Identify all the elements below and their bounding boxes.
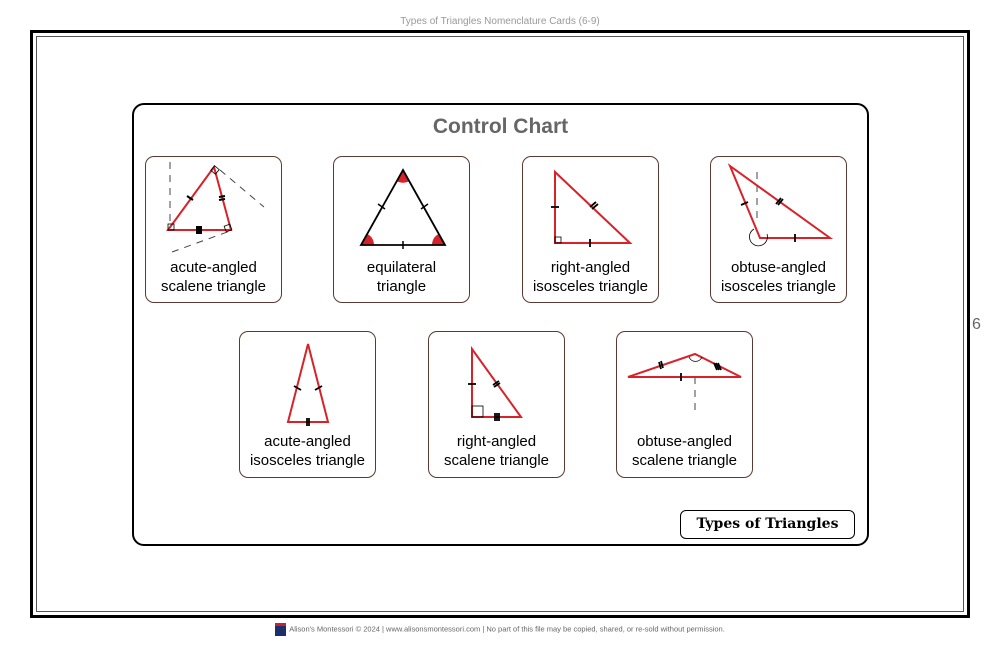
card-right-scalene: right-angled scalene triangle — [428, 331, 565, 478]
equilateral-triangle-icon — [359, 168, 447, 249]
card-label-line2: scalene triangle — [631, 452, 738, 469]
card-right-isosceles: right-angled isosceles triangle — [522, 156, 659, 303]
control-chart-panel: Control Chart acute-angled scalene triang… — [132, 103, 869, 546]
outer-frame — [30, 30, 970, 618]
footer-text: Alison's Montessori © 2024 | www.alisons… — [289, 624, 725, 634]
card-label-line1: obtuse-angled — [636, 433, 733, 450]
card-acute-isosceles: acute-angled isosceles triangle — [239, 331, 376, 478]
right-isosceles-triangle-icon — [551, 169, 633, 247]
card-obtuse-isosceles: obtuse-angled isosceles triangle — [710, 156, 847, 303]
types-of-triangles-tag: Types of Triangles — [680, 510, 855, 539]
panel-title: Control Chart — [432, 115, 569, 138]
card-label-line2: isosceles triangle — [720, 278, 837, 295]
card-label-line1: right-angled — [550, 259, 631, 276]
footer: Alison's Montessori © 2024 | www.alisons… — [0, 623, 1000, 636]
obtuse-scalene-triangle-icon — [627, 352, 742, 414]
card-label-line1: acute-angled — [264, 433, 351, 450]
card-label-line1: acute-angled — [170, 259, 257, 276]
card-equilateral: equilateral triangle — [333, 156, 470, 303]
page-header: Types of Triangles Nomenclature Cards (6… — [400, 16, 600, 27]
obtuse-isosceles-triangle-icon — [727, 163, 834, 247]
right-scalene-triangle-icon — [468, 345, 523, 421]
acute-scalene-triangle-icon — [166, 162, 265, 253]
card-label-line1: right-angled — [456, 433, 537, 450]
card-label-line1: equilateral — [366, 259, 437, 276]
page-number: 6 — [972, 316, 981, 333]
card-obtuse-scalene: obtuse-angled scalene triangle — [616, 331, 753, 478]
card-label-line2: isosceles triangle — [249, 452, 366, 469]
card-label-line2: scalene triangle — [443, 452, 550, 469]
card-acute-scalene: acute-angled scalene triangle — [145, 156, 282, 303]
card-label-line2: isosceles triangle — [532, 278, 649, 295]
card-label-line1: obtuse-angled — [730, 259, 827, 276]
logo-icon — [275, 623, 287, 636]
card-label-line2: scalene triangle — [160, 278, 267, 295]
card-label-line2: triangle — [376, 278, 427, 295]
acute-isosceles-triangle-icon — [286, 343, 330, 426]
